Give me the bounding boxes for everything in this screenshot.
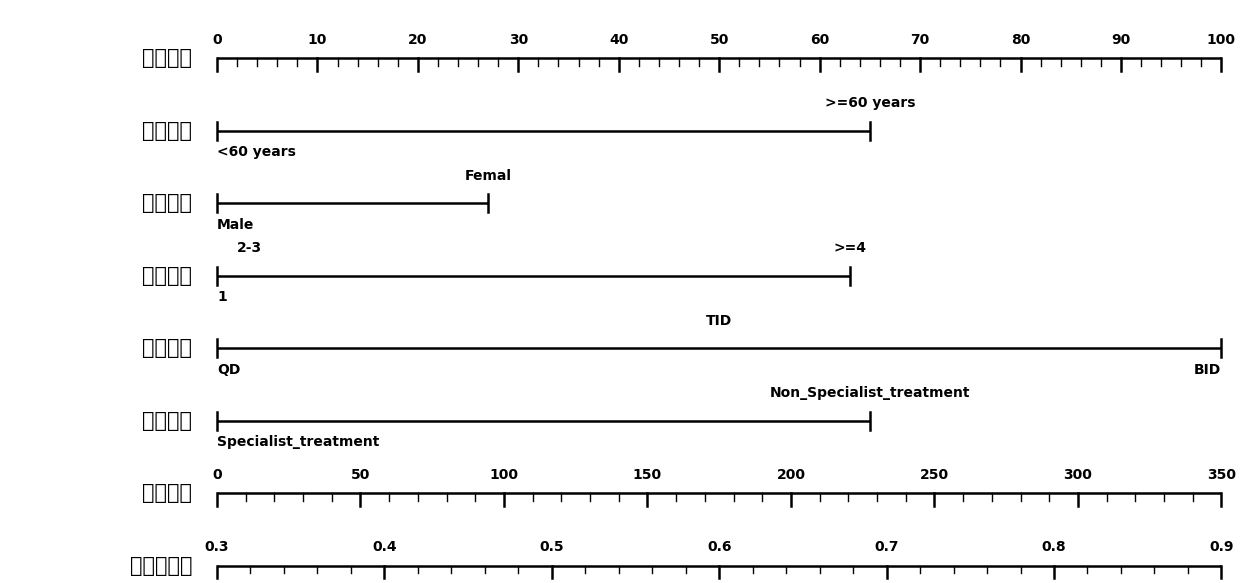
Text: 100: 100 [1207,33,1236,47]
Text: TID: TID [706,314,733,328]
Text: 0.9: 0.9 [1209,540,1234,554]
Text: 100: 100 [490,468,518,482]
Text: 60: 60 [810,33,830,47]
Text: 1: 1 [217,290,227,304]
Text: 0.4: 0.4 [372,540,397,554]
Text: Femal: Femal [465,169,512,183]
Text: 0: 0 [212,33,222,47]
Text: 0.6: 0.6 [707,540,732,554]
Text: 患者性别: 患者性别 [143,193,192,213]
Text: 专科治疗: 专科治疗 [143,410,192,431]
Text: 价格敏感度: 价格敏感度 [130,556,192,575]
Text: 并发症数: 并发症数 [143,266,192,286]
Text: 0.7: 0.7 [874,540,899,554]
Text: Specialist_treatment: Specialist_treatment [217,435,379,449]
Text: BID: BID [1194,363,1221,377]
Text: 350: 350 [1207,468,1236,482]
Text: 30: 30 [508,33,528,47]
Text: >=60 years: >=60 years [825,96,915,110]
Text: >=4: >=4 [833,241,867,255]
Text: 90: 90 [1111,33,1131,47]
Text: 300: 300 [1064,468,1092,482]
Text: 2-3: 2-3 [237,241,262,255]
Text: 年龄分层: 年龄分层 [143,121,192,141]
Text: 10: 10 [308,33,327,47]
Text: 50: 50 [709,33,729,47]
Text: 40: 40 [609,33,629,47]
Text: 0.8: 0.8 [1042,540,1066,554]
Text: 200: 200 [776,468,806,482]
Text: 累积评分: 累积评分 [143,483,192,503]
Text: Male: Male [217,218,254,232]
Text: 250: 250 [920,468,949,482]
Text: 50: 50 [351,468,371,482]
Text: 0: 0 [212,468,222,482]
Text: 服药频率: 服药频率 [143,338,192,358]
Text: Non_Specialist_treatment: Non_Specialist_treatment [770,386,970,400]
Text: QD: QD [217,363,241,377]
Text: 70: 70 [910,33,930,47]
Text: 150: 150 [632,468,662,482]
Text: 0.3: 0.3 [205,540,229,554]
Text: 80: 80 [1011,33,1030,47]
Text: <60 years: <60 years [217,145,296,159]
Text: 单项评分: 单项评分 [143,48,192,68]
Text: 20: 20 [408,33,428,47]
Text: 0.5: 0.5 [539,540,564,554]
